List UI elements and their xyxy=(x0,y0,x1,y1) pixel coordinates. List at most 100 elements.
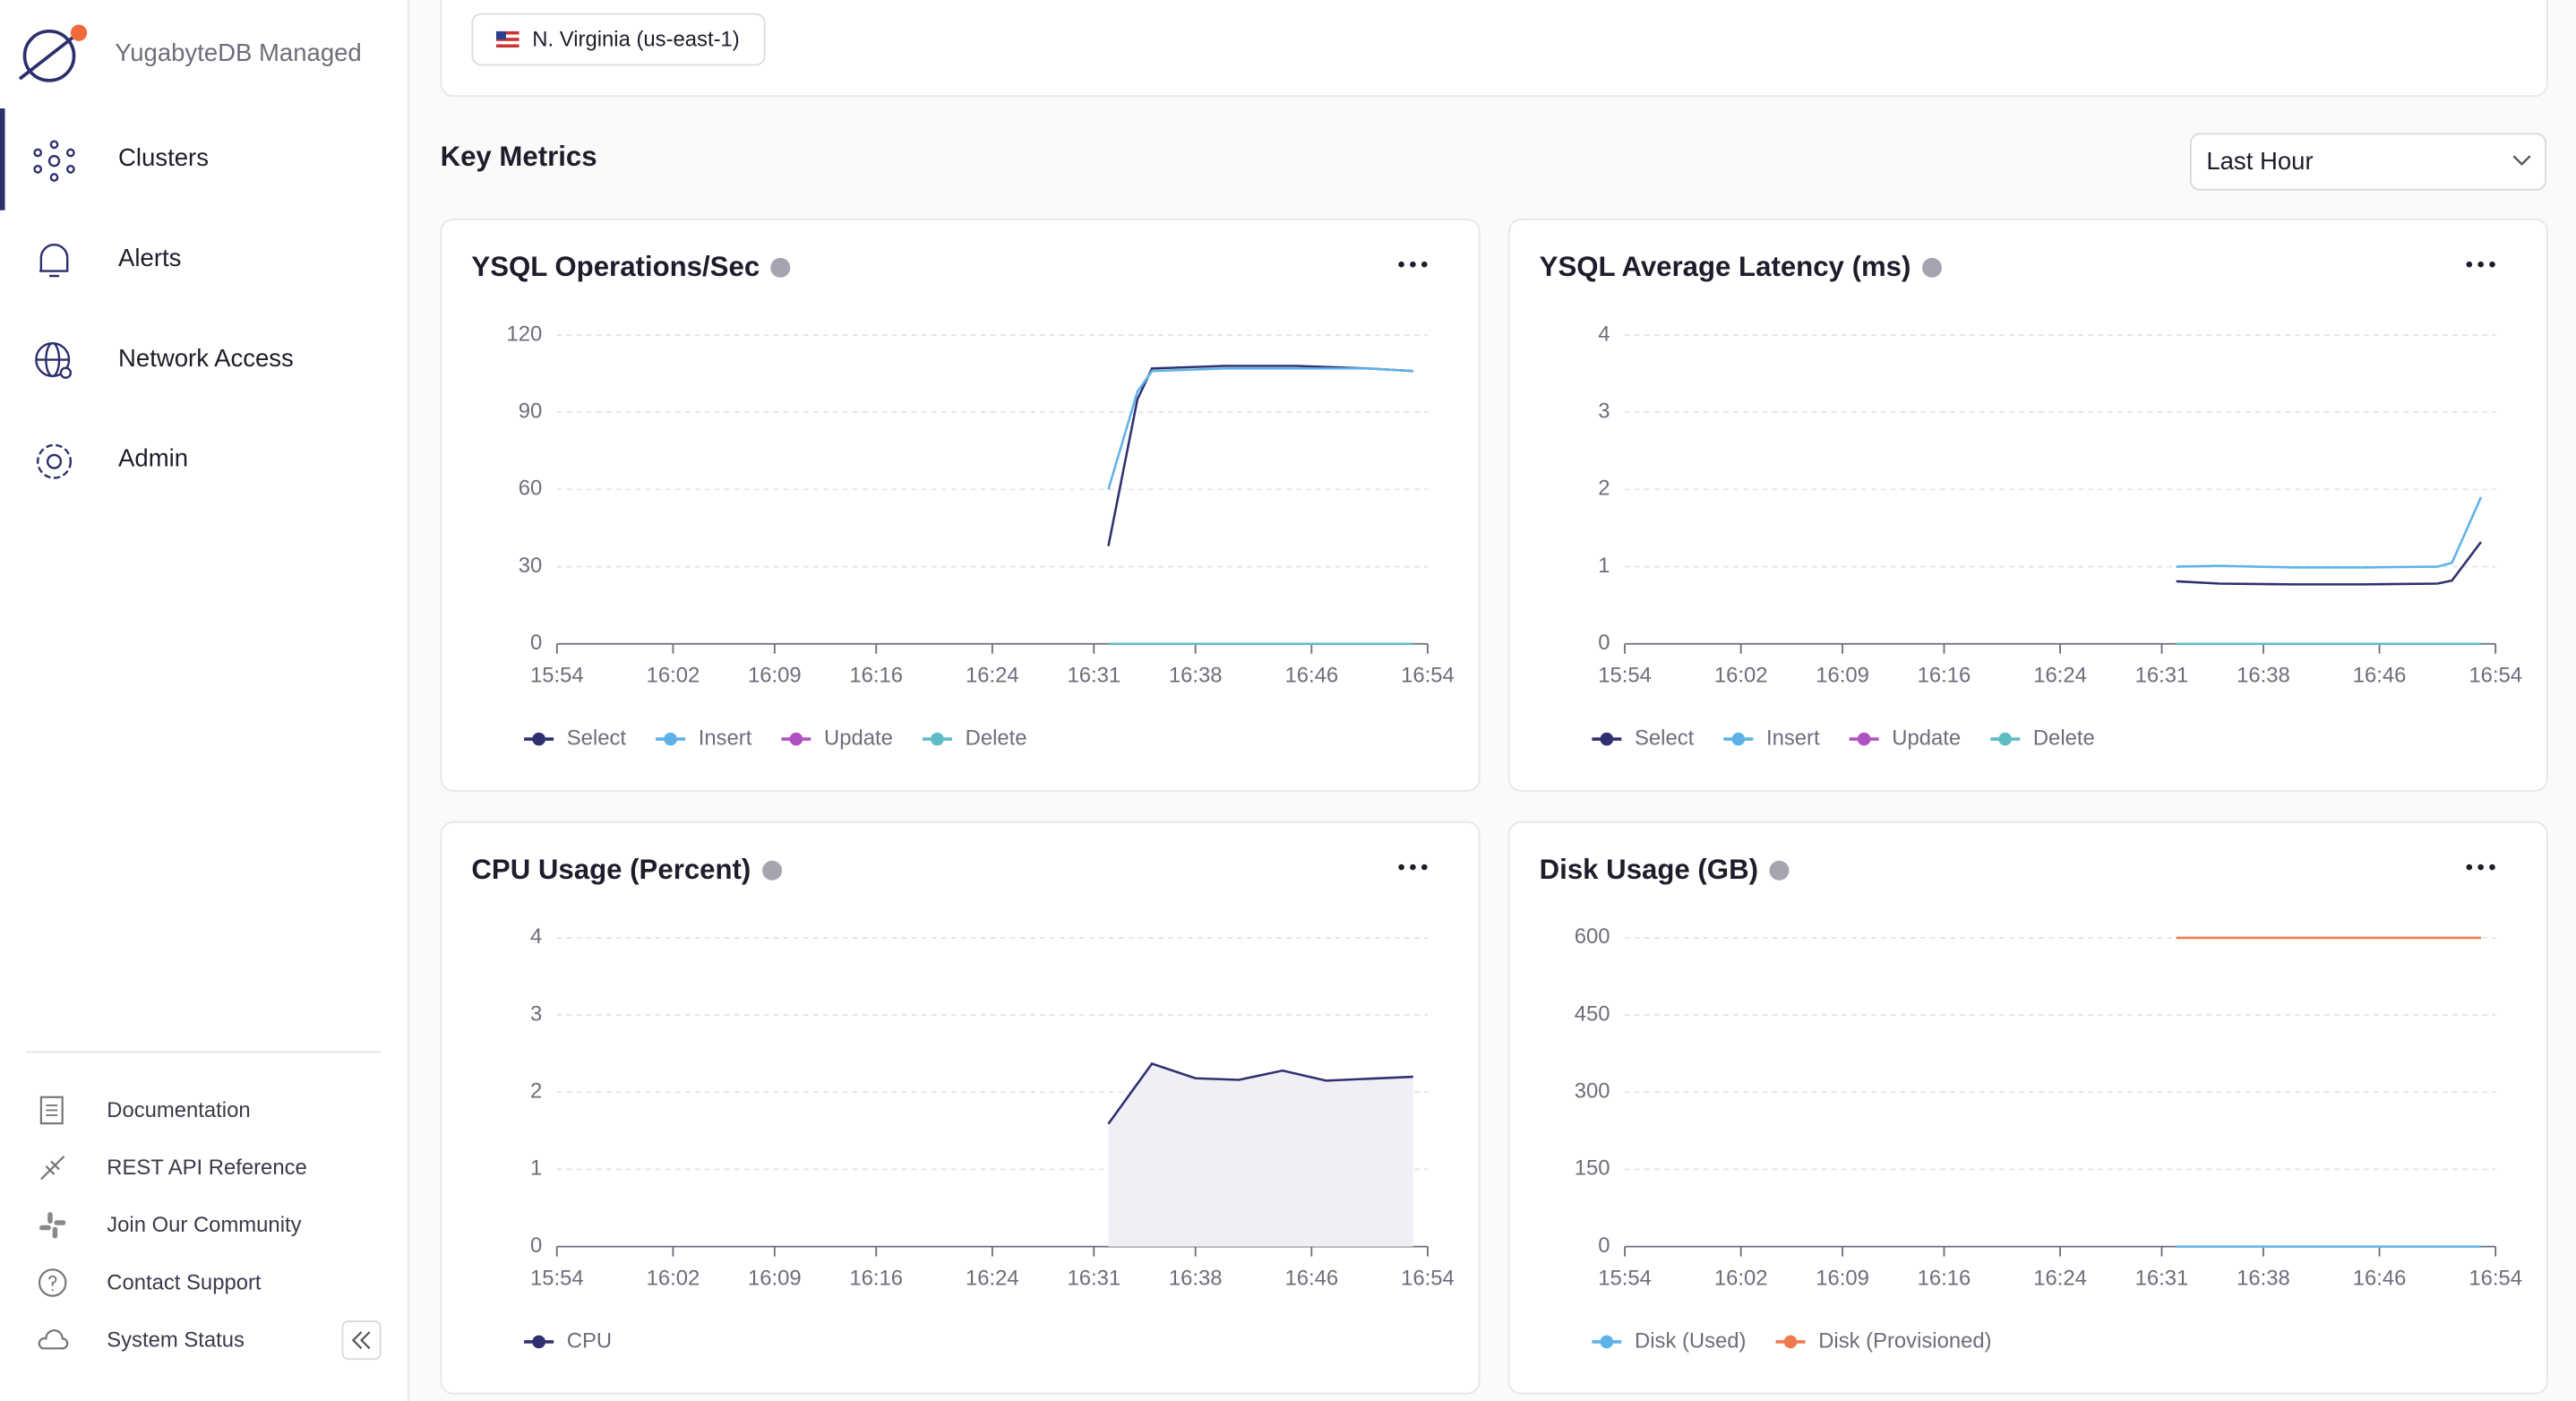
legend-dot xyxy=(532,1336,545,1349)
icon xyxy=(33,440,76,483)
link-label: Join Our Community xyxy=(107,1212,301,1237)
region-label: N. Virginia (us-east-1) xyxy=(532,26,739,51)
y-tick-label: 0 xyxy=(530,1233,542,1258)
y-tick-label: 4 xyxy=(530,924,542,949)
icon xyxy=(33,340,76,383)
legend-label: Select xyxy=(567,726,627,750)
link-label: REST API Reference xyxy=(107,1155,307,1180)
legend-dot xyxy=(1858,733,1871,746)
x-tick-label: 16:38 xyxy=(1169,1267,1223,1291)
x-tick-label: 16:54 xyxy=(1401,1267,1455,1291)
link-label: Contact Support xyxy=(107,1269,261,1294)
x-tick-label: 16:31 xyxy=(1067,664,1121,688)
legend-label: Delete xyxy=(966,726,1027,750)
legend-label: CPU xyxy=(567,1328,612,1353)
x-tick-label: 16:09 xyxy=(1816,1267,1869,1291)
x-tick-label: 16:54 xyxy=(1401,664,1455,688)
chart: 015030045060015:5416:0216:0916:1616:2416… xyxy=(1510,823,2546,1393)
legend-dot xyxy=(931,733,944,746)
icon xyxy=(33,140,76,183)
x-tick-label: 16:38 xyxy=(2237,664,2290,688)
legend-item[interactable]: Disk (Used) xyxy=(1592,1328,1746,1353)
legend-item[interactable]: Update xyxy=(1850,726,1962,750)
x-tick-label: 16:16 xyxy=(849,664,903,688)
y-tick-label: 60 xyxy=(519,477,543,501)
x-tick-label: 16:02 xyxy=(647,1267,700,1291)
nav-item[interactable]: Clusters xyxy=(0,118,408,201)
time-range-dropdown[interactable]: Last Hour xyxy=(2190,133,2546,191)
x-tick-label: 15:54 xyxy=(1598,664,1652,688)
x-tick-label: 16:38 xyxy=(2237,1267,2290,1291)
y-tick-label: 3 xyxy=(1598,400,1610,424)
y-tick-label: 2 xyxy=(530,1079,542,1104)
legend-item[interactable]: Update xyxy=(781,726,893,750)
legend-item[interactable]: Delete xyxy=(923,726,1027,750)
y-tick-label: 0 xyxy=(1598,631,1610,655)
nav-label: Admin xyxy=(118,445,188,473)
y-tick-label: 4 xyxy=(1598,322,1610,346)
x-tick-label: 16:16 xyxy=(849,1267,903,1291)
y-tick-label: 600 xyxy=(1575,924,1610,949)
x-tick-label: 16:24 xyxy=(966,1267,1019,1291)
x-tick-label: 16:46 xyxy=(1284,664,1338,688)
region-pill: N. Virginia (us-east-1) xyxy=(471,13,765,66)
x-tick-label: 16:46 xyxy=(2353,1267,2407,1291)
legend-item[interactable]: Insert xyxy=(656,726,752,750)
legend-item[interactable]: CPU xyxy=(524,1328,612,1353)
legend-dot xyxy=(1998,733,2012,746)
x-tick-label: 16:02 xyxy=(1714,664,1768,688)
legend-dot xyxy=(532,733,545,746)
x-tick-label: 16:09 xyxy=(748,664,802,688)
y-tick-label: 0 xyxy=(530,631,542,655)
legend-label: Select xyxy=(1635,726,1695,750)
legend-item[interactable]: Insert xyxy=(1723,726,1820,750)
chart-card: YSQL Average Latency (ms)0123415:5416:02… xyxy=(1508,219,2548,792)
icon xyxy=(36,1324,69,1357)
icon xyxy=(36,1151,69,1184)
y-tick-label: 1 xyxy=(530,1156,542,1181)
x-tick-label: 16:31 xyxy=(1067,1267,1121,1291)
legend-label: Update xyxy=(824,726,893,750)
y-tick-label: 0 xyxy=(1598,1233,1610,1258)
legend-item[interactable]: Disk (Provisioned) xyxy=(1776,1328,1992,1353)
chevron xyxy=(2512,154,2531,168)
icon xyxy=(343,1322,379,1358)
nav-item[interactable]: Network Access xyxy=(0,319,408,401)
nav-label: Alerts xyxy=(118,245,181,272)
collapse-button[interactable] xyxy=(342,1320,382,1360)
y-tick-label: 450 xyxy=(1575,1001,1610,1026)
link-label: System Status xyxy=(107,1327,245,1352)
nav-item[interactable]: Admin xyxy=(0,419,408,502)
x-tick-label: 16:24 xyxy=(966,664,1019,688)
x-tick-label: 15:54 xyxy=(1598,1267,1652,1291)
sidebar-link[interactable]: Join Our Community xyxy=(0,1200,408,1250)
legend-dot xyxy=(1601,1336,1614,1349)
icon xyxy=(33,240,76,283)
chart-card: CPU Usage (Percent)0123415:5416:0216:091… xyxy=(441,821,1481,1395)
legend-item[interactable]: Select xyxy=(524,726,626,750)
icon xyxy=(36,1094,69,1127)
brand: YugabyteDB Managed xyxy=(115,39,361,67)
x-tick-label: 15:54 xyxy=(530,664,584,688)
legend-dot xyxy=(1731,733,1745,746)
link-label: Documentation xyxy=(107,1097,250,1122)
x-tick-label: 16:16 xyxy=(1918,1267,1971,1291)
legend-item[interactable]: Delete xyxy=(1990,726,2095,750)
nav-item[interactable]: Alerts xyxy=(0,219,408,301)
chart: 0123415:5416:0216:0916:1616:2416:3116:38… xyxy=(442,823,1478,1393)
chart: 030609012015:5416:0216:0916:1616:2416:31… xyxy=(442,220,1478,790)
sidebar-link[interactable]: REST API Reference xyxy=(0,1143,408,1192)
divider xyxy=(26,1051,381,1053)
x-tick-label: 16:02 xyxy=(1714,1267,1768,1291)
sidebar-link[interactable]: Contact Support xyxy=(0,1258,408,1307)
series-line xyxy=(1108,368,1413,489)
sidebar-link[interactable]: Documentation xyxy=(0,1086,408,1135)
legend-item[interactable]: Select xyxy=(1592,726,1694,750)
legend-dot xyxy=(1601,733,1614,746)
x-tick-label: 16:24 xyxy=(2033,1267,2087,1291)
logo xyxy=(13,23,92,86)
chart-card: Disk Usage (GB)015030045060015:5416:0216… xyxy=(1508,821,2548,1395)
series-line xyxy=(2177,497,2481,567)
y-tick-label: 3 xyxy=(530,1001,542,1026)
legend-dot xyxy=(664,733,677,746)
